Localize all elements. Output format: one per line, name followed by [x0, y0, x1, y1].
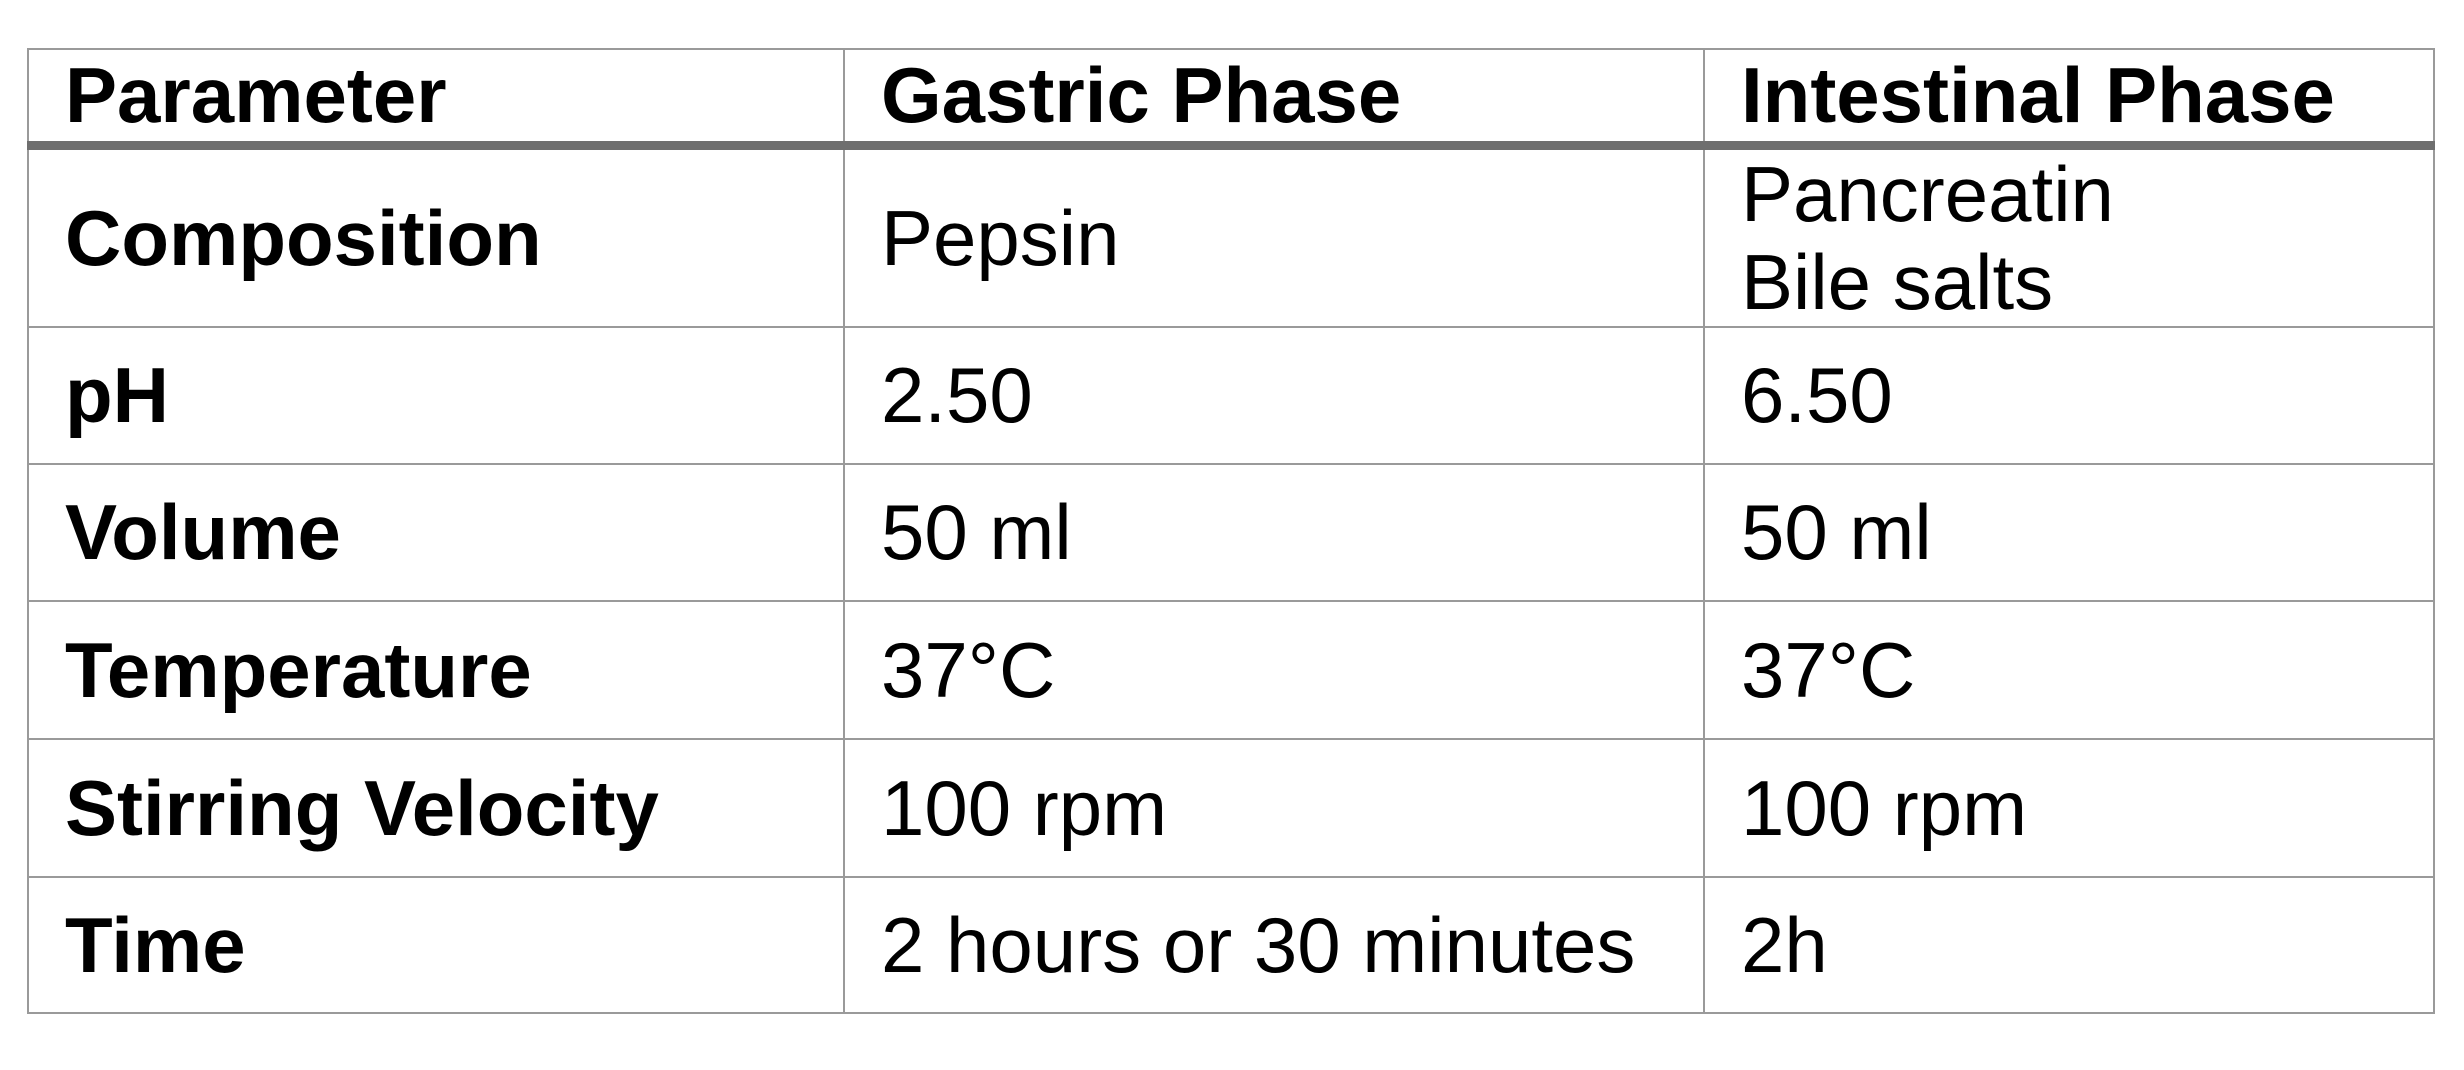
cell-stirring-gastric: 100 rpm — [843, 738, 1705, 878]
cell-temperature-gastric: 37°C — [843, 600, 1705, 740]
header-cell-parameter: Parameter — [27, 48, 845, 150]
cell-temperature-label: Temperature — [27, 600, 845, 740]
row-volume: Volume 50 ml 50 ml — [27, 463, 2435, 602]
cell-time-gastric: 2 hours or 30 minutes — [843, 876, 1705, 1014]
cell-composition-gastric: Pepsin — [843, 144, 1705, 328]
cell-volume-intestinal: 50 ml — [1703, 463, 2435, 602]
cell-ph-gastric: 2.50 — [843, 326, 1705, 465]
cell-ph-intestinal: 6.50 — [1703, 326, 2435, 465]
cell-time-intestinal: 2h — [1703, 876, 2435, 1014]
cell-composition-intestinal: Pancreatin Bile salts — [1703, 144, 2435, 328]
header-row: Parameter Gastric Phase Intestinal Phase — [27, 48, 2435, 150]
composition-intestinal-line-1: Pancreatin — [1741, 150, 2114, 238]
row-ph: pH 2.50 6.50 — [27, 326, 2435, 465]
row-temperature: Temperature 37°C 37°C — [27, 600, 2435, 740]
header-cell-gastric-phase: Gastric Phase — [843, 48, 1705, 150]
composition-intestinal-line-2: Bile salts — [1741, 238, 2054, 326]
cell-stirring-intestinal: 100 rpm — [1703, 738, 2435, 878]
header-cell-intestinal-phase: Intestinal Phase — [1703, 48, 2435, 150]
row-time: Time 2 hours or 30 minutes 2h — [27, 876, 2435, 1014]
row-stirring-velocity: Stirring Velocity 100 rpm 100 rpm — [27, 738, 2435, 878]
cell-composition-label: Composition — [27, 144, 845, 328]
cell-ph-label: pH — [27, 326, 845, 465]
digestion-parameters-table: Parameter Gastric Phase Intestinal Phase… — [27, 48, 2435, 1014]
row-composition: Composition Pepsin Pancreatin Bile salts — [27, 144, 2435, 328]
cell-volume-label: Volume — [27, 463, 845, 602]
cell-volume-gastric: 50 ml — [843, 463, 1705, 602]
cell-stirring-label: Stirring Velocity — [27, 738, 845, 878]
cell-temperature-intestinal: 37°C — [1703, 600, 2435, 740]
cell-time-label: Time — [27, 876, 845, 1014]
